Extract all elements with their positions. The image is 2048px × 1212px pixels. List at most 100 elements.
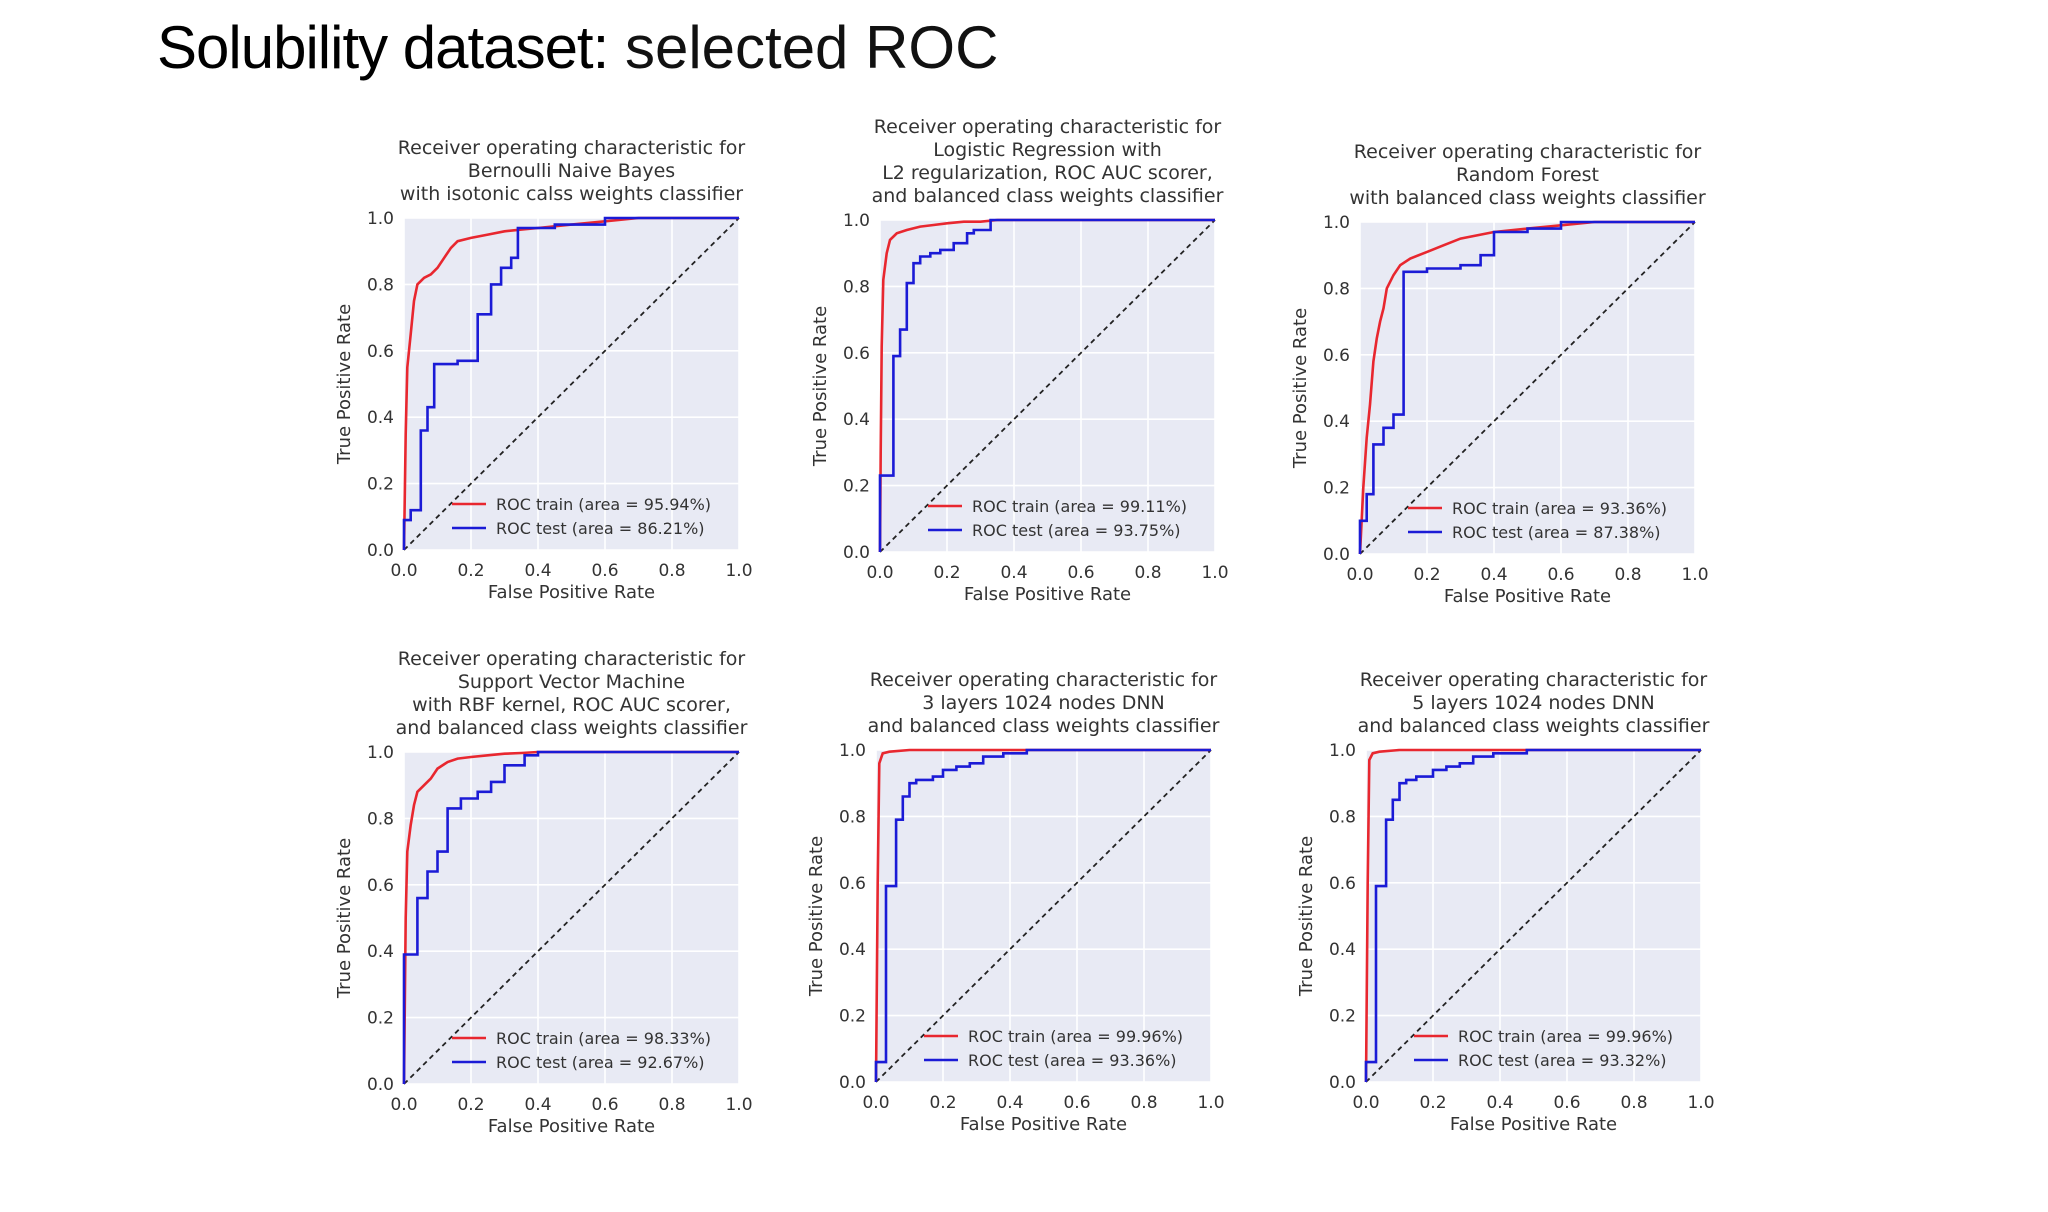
x-tick-label: 0.0 — [866, 563, 893, 583]
x-tick-label: 0.4 — [1000, 563, 1027, 583]
chart-title-line: Logistic Regression with — [933, 139, 1162, 161]
legend-entry: ROC test (area = 93.75%) — [972, 521, 1181, 540]
roc-test-curve — [1358, 220, 1695, 554]
y-axis-label: True Positive Rate — [810, 306, 831, 467]
roc-test-curve — [878, 218, 1215, 552]
y-tick-label: 0.2 — [1329, 1007, 1356, 1027]
y-tick-label: 1.0 — [839, 741, 866, 761]
chart-title-line: and balanced class weights classifier — [867, 715, 1220, 737]
chart-title-line: Receiver operating characteristic for — [869, 669, 1218, 691]
legend-entry: ROC test (area = 93.32%) — [1458, 1051, 1667, 1070]
y-tick-label: 0.2 — [839, 1007, 866, 1027]
y-axis-label: True Positive Rate — [334, 838, 355, 999]
y-tick-label: 1.0 — [1329, 741, 1356, 761]
chart-title-line: Support Vector Machine — [457, 671, 686, 693]
chart-title-line: 3 layers 1024 nodes DNN — [922, 692, 1165, 714]
roc-panel-svm: Receiver operating characteristic for Sup… — [314, 632, 834, 1192]
x-tick-label: 1.0 — [725, 561, 752, 581]
chart-title-line: Receiver operating characteristic for — [397, 648, 746, 670]
chart-title-line: with RBF kernel, ROC AUC scorer, — [412, 694, 731, 716]
roc-train-curve — [402, 750, 739, 1085]
y-tick-label: 0.2 — [367, 1009, 394, 1029]
slide-title-rest: selected ROC — [608, 14, 999, 81]
y-tick-label: 0.8 — [1323, 279, 1350, 299]
x-axis-label: False Positive Rate — [488, 582, 655, 603]
legend-entry: ROC train (area = 99.11%) — [972, 497, 1187, 516]
y-axis-label: True Positive Rate — [806, 836, 827, 997]
x-tick-label: 0.0 — [1346, 565, 1373, 585]
x-axis-label: False Positive Rate — [964, 584, 1131, 605]
chart-title-line: Random Forest — [1455, 164, 1599, 186]
legend-entry: ROC test (area = 92.67%) — [496, 1053, 705, 1072]
y-axis-label: True Positive Rate — [334, 304, 355, 465]
legend-entry: ROC test (area = 93.36%) — [968, 1051, 1177, 1070]
x-tick-label: 0.4 — [996, 1093, 1023, 1113]
x-tick-label: 0.4 — [524, 1095, 551, 1115]
y-tick-label: 0.0 — [367, 1075, 394, 1095]
y-tick-label: 0.8 — [839, 807, 866, 827]
y-tick-label: 0.4 — [367, 942, 394, 962]
x-tick-label: 0.0 — [390, 561, 417, 581]
x-tick-label: 0.8 — [1134, 563, 1161, 583]
y-tick-label: 0.2 — [367, 475, 394, 495]
x-axis-label: False Positive Rate — [960, 1114, 1127, 1135]
roc-train-curve — [874, 748, 1211, 1083]
chart-title: Receiver operating characteristic for Sup… — [312, 648, 832, 740]
x-tick-label: 0.8 — [1130, 1093, 1157, 1113]
x-tick-label: 0.4 — [1480, 565, 1507, 585]
y-tick-label: 0.4 — [367, 408, 394, 428]
y-tick-label: 0.8 — [367, 275, 394, 295]
roc-test-curve — [874, 748, 1211, 1082]
x-tick-label: 0.0 — [1352, 1093, 1379, 1113]
y-tick-label: 1.0 — [1323, 213, 1350, 233]
x-tick-label: 0.0 — [862, 1093, 889, 1113]
x-tick-label: 0.8 — [1620, 1093, 1647, 1113]
y-tick-label: 0.8 — [367, 809, 394, 829]
y-tick-label: 0.8 — [1329, 807, 1356, 827]
chance-diagonal-line — [403, 751, 740, 1085]
x-tick-label: 0.0 — [390, 1095, 417, 1115]
x-axis-label: False Positive Rate — [1450, 1114, 1617, 1135]
y-tick-label: 0.6 — [367, 342, 394, 362]
chart-title: Receiver operating characteristic for Ran… — [1268, 141, 1788, 210]
x-tick-label: 0.6 — [1547, 565, 1574, 585]
x-tick-label: 0.8 — [658, 561, 685, 581]
chart-title-line: with balanced class weights classifier — [1349, 187, 1706, 209]
roc-test-curve — [1364, 748, 1701, 1082]
roc-test-curve — [402, 216, 739, 550]
x-tick-label: 1.0 — [725, 1095, 752, 1115]
y-tick-label: 1.0 — [367, 743, 394, 763]
x-tick-label: 0.2 — [457, 561, 484, 581]
legend-entry: ROC train (area = 93.36%) — [1452, 499, 1667, 518]
y-tick-label: 0.0 — [367, 541, 394, 561]
legend-entry: ROC train (area = 99.96%) — [968, 1027, 1183, 1046]
y-tick-label: 0.0 — [843, 543, 870, 563]
x-tick-label: 0.8 — [1614, 565, 1641, 585]
chance-diagonal-line — [1365, 749, 1702, 1083]
chart-title-line: Receiver operating characteristic for — [397, 137, 746, 159]
y-tick-label: 0.0 — [1323, 545, 1350, 565]
x-tick-label: 0.2 — [1413, 565, 1440, 585]
y-tick-label: 0.6 — [839, 874, 866, 894]
legend-entry: ROC test (area = 86.21%) — [496, 519, 705, 538]
chart-title-line: with isotonic calss weights classifier — [399, 183, 744, 205]
y-axis-label: True Positive Rate — [1290, 308, 1311, 469]
y-tick-label: 0.0 — [839, 1073, 866, 1093]
roc-chart-svg: 0.00.0 0.2 0.2 0.4 0.4 0.6 0.6 0.8 0.8 1.0 1.0 Fals… — [1290, 213, 1709, 607]
y-tick-label: 0.6 — [843, 344, 870, 364]
y-tick-label: 1.0 — [843, 211, 870, 231]
roc-train-curve — [1358, 220, 1695, 555]
legend-entry: ROC train (area = 98.33%) — [496, 1029, 711, 1048]
x-tick-label: 0.6 — [1553, 1093, 1580, 1113]
y-tick-label: 0.6 — [1323, 346, 1350, 366]
x-tick-label: 0.2 — [933, 563, 960, 583]
y-tick-label: 0.2 — [1323, 479, 1350, 499]
roc-chart-svg: 0.00.0 0.2 0.2 0.4 0.4 0.6 0.6 0.8 0.8 1.0 1.0 Fals… — [806, 741, 1225, 1135]
chart-title: Receiver operating characteristic for Log… — [788, 116, 1308, 208]
y-tick-label: 0.2 — [843, 477, 870, 497]
chart-title-line: Receiver operating characteristic for — [873, 116, 1222, 138]
y-tick-label: 0.6 — [1329, 874, 1356, 894]
chart-title-line: and balanced class weights classifier — [1357, 715, 1710, 737]
x-tick-label: 0.6 — [591, 561, 618, 581]
y-tick-label: 0.8 — [843, 277, 870, 297]
